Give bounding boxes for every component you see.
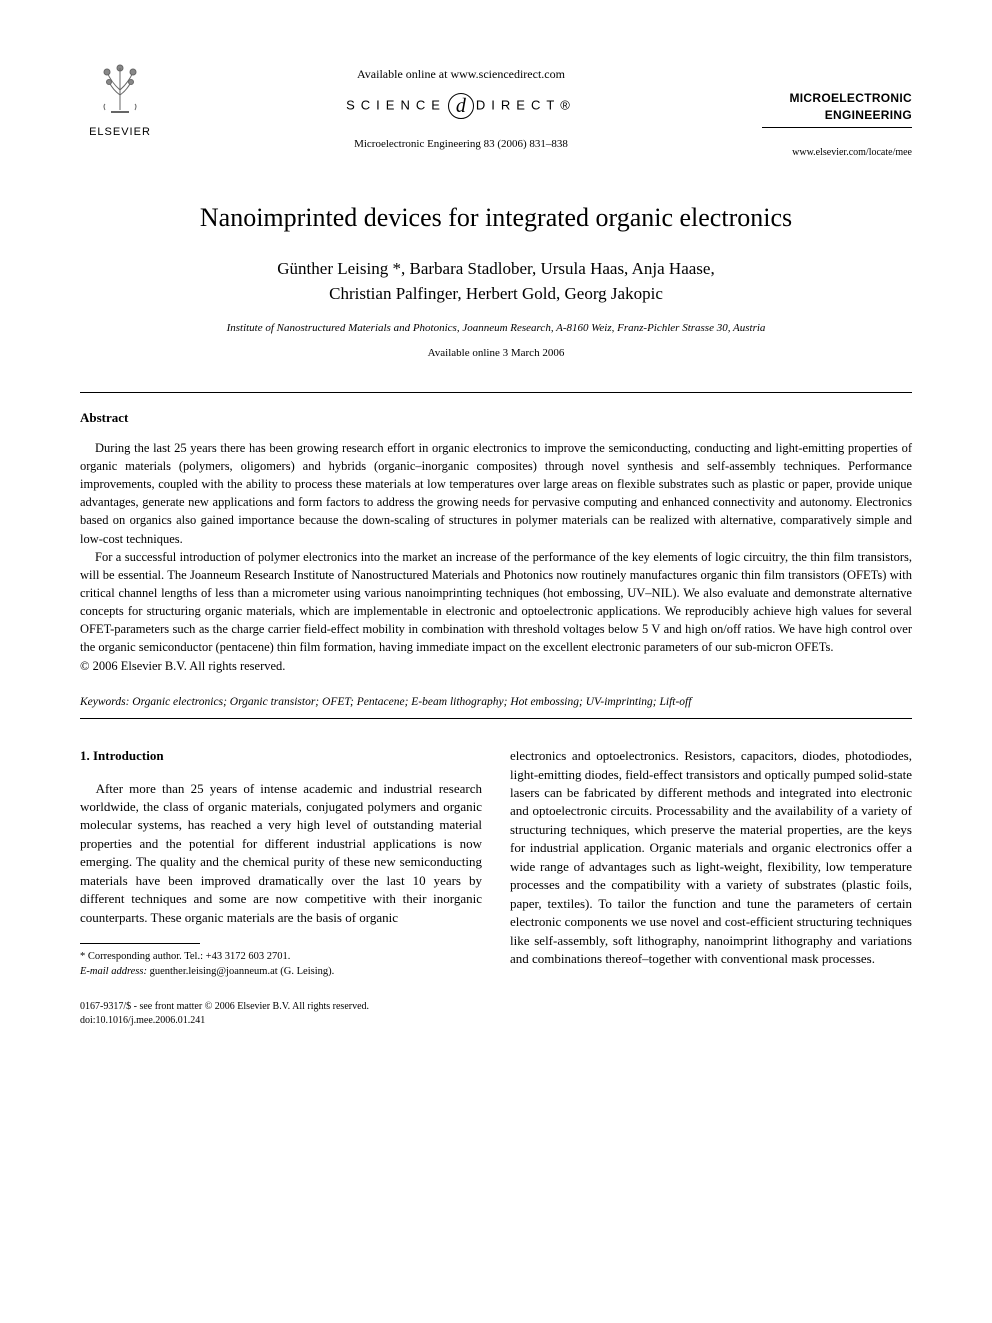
- column-left: 1. Introduction After more than 25 years…: [80, 747, 482, 979]
- footnote-corr: * Corresponding author. Tel.: +43 3172 6…: [80, 950, 482, 965]
- abstract-copyright: © 2006 Elsevier B.V. All rights reserved…: [80, 658, 912, 676]
- available-online-text: Available online at www.sciencedirect.co…: [160, 66, 762, 83]
- page-footer: 0167-9317/$ - see front matter © 2006 El…: [80, 1000, 912, 1028]
- column-right: electronics and optoelectronics. Resisto…: [510, 747, 912, 979]
- abstract-p2: For a successful introduction of polymer…: [80, 548, 912, 657]
- authors-line-1: Günther Leising *, Barbara Stadlober, Ur…: [277, 259, 714, 278]
- authors: Günther Leising *, Barbara Stadlober, Ur…: [80, 256, 912, 307]
- sd-left: SCIENCE: [346, 97, 446, 112]
- sciencedirect-logo: SCIENCEdDIRECT®: [160, 93, 762, 119]
- col1-p1: After more than 25 years of intense acad…: [80, 780, 482, 928]
- elsevier-tree-icon: [80, 60, 160, 125]
- body-columns: 1. Introduction After more than 25 years…: [80, 747, 912, 979]
- header-center: Available online at www.sciencedirect.co…: [160, 60, 762, 152]
- footer-line-2: doi:10.1016/j.mee.2006.01.241: [80, 1014, 912, 1028]
- citation-line: Microelectronic Engineering 83 (2006) 83…: [160, 137, 762, 152]
- keywords-line: Keywords: Organic electronics; Organic t…: [80, 694, 912, 710]
- journal-name: MICROELECTRONIC ENGINEERING: [762, 90, 912, 128]
- journal-url: www.elsevier.com/locate/mee: [762, 146, 912, 160]
- footnote-email-line: E-mail address: guenther.leising@joanneu…: [80, 965, 482, 980]
- abstract-body: During the last 25 years there has been …: [80, 439, 912, 657]
- sd-right: DIRECT®: [476, 97, 576, 112]
- authors-line-2: Christian Palfinger, Herbert Gold, Georg…: [329, 284, 663, 303]
- corresponding-author-footnote: * Corresponding author. Tel.: +43 3172 6…: [80, 950, 482, 979]
- footnote-email-label: E-mail address:: [80, 966, 147, 977]
- col2-p1: electronics and optoelectronics. Resisto…: [510, 747, 912, 968]
- article-title: Nanoimprinted devices for integrated org…: [80, 200, 912, 236]
- affiliation: Institute of Nanostructured Materials an…: [80, 321, 912, 336]
- rule-bottom: [80, 718, 912, 719]
- available-date: Available online 3 March 2006: [80, 346, 912, 361]
- footnote-separator: [80, 943, 200, 944]
- rule-top: [80, 392, 912, 393]
- keywords-list: Organic electronics; Organic transistor;…: [132, 696, 691, 708]
- sd-d-icon: d: [448, 93, 474, 119]
- footnote-email-name: (G. Leising).: [280, 966, 334, 977]
- abstract-heading: Abstract: [80, 409, 912, 427]
- publisher-logo: ELSEVIER: [80, 60, 160, 140]
- page-header: ELSEVIER Available online at www.science…: [80, 60, 912, 160]
- abstract-p1: During the last 25 years there has been …: [80, 439, 912, 548]
- footnote-email: guenther.leising@joanneum.at: [150, 966, 278, 977]
- keywords-label: Keywords:: [80, 696, 129, 708]
- journal-logo-block: MICROELECTRONIC ENGINEERING www.elsevier…: [762, 60, 912, 160]
- publisher-name: ELSEVIER: [80, 125, 160, 140]
- footer-line-1: 0167-9317/$ - see front matter © 2006 El…: [80, 1000, 912, 1014]
- section-1-heading: 1. Introduction: [80, 747, 482, 765]
